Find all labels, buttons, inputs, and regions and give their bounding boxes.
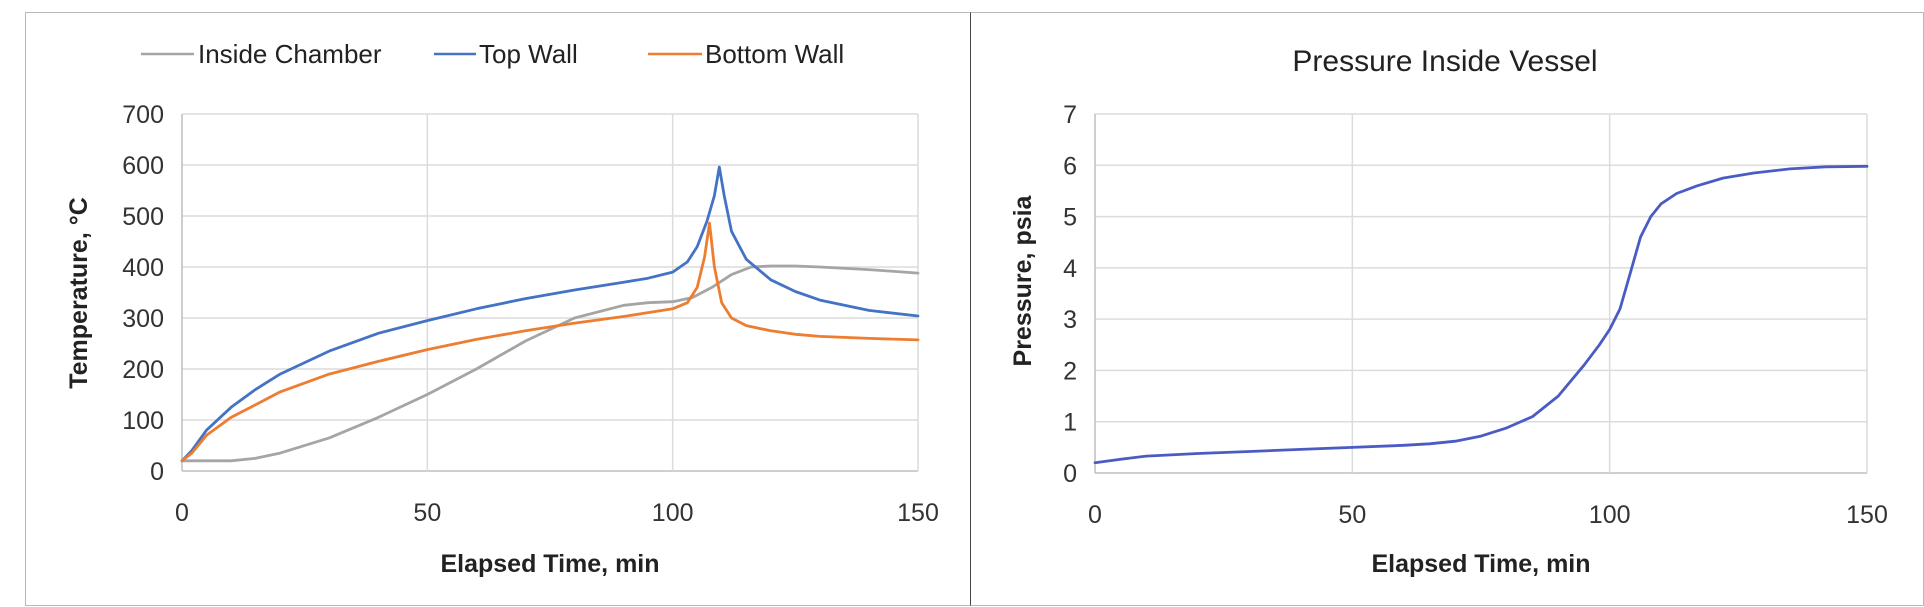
x-tick-label: 50 bbox=[1338, 501, 1366, 529]
temperature-x-ticks: 0 50 100 150 bbox=[175, 499, 939, 527]
temperature-y-axis-title: Temperature, °C bbox=[65, 197, 93, 389]
x-tick-label: 50 bbox=[413, 499, 441, 527]
y-tick-label: 2 bbox=[1063, 357, 1077, 385]
x-tick-label: 100 bbox=[652, 499, 694, 527]
legend-label-inside-chamber: Inside Chamber bbox=[198, 39, 382, 69]
pressure-y-ticks: 0 1 2 3 4 5 6 7 bbox=[1063, 101, 1077, 488]
y-tick-label: 500 bbox=[122, 203, 164, 231]
series-line-bottom-wall bbox=[180, 221, 920, 463]
legend-label-bottom-wall: Bottom Wall bbox=[705, 39, 844, 69]
pressure-chart: Pressure Inside Vessel 0 1 2 3 4 5 6 7 0 50 100 15… bbox=[1009, 45, 1888, 578]
y-tick-label: 4 bbox=[1063, 255, 1077, 283]
pressure-x-ticks: 0 50 100 150 bbox=[1088, 501, 1888, 529]
y-tick-label: 300 bbox=[122, 305, 164, 333]
temperature-series bbox=[180, 165, 920, 463]
series-line-inside-chamber bbox=[180, 264, 920, 463]
y-tick-label: 100 bbox=[122, 407, 164, 435]
y-tick-label: 0 bbox=[1063, 460, 1077, 488]
x-tick-label: 100 bbox=[1589, 501, 1631, 529]
y-tick-label: 700 bbox=[122, 101, 164, 129]
y-tick-label: 3 bbox=[1063, 306, 1077, 334]
temperature-chart: 0 100 200 300 400 500 600 700 0 50 100 150 Inside … bbox=[65, 39, 939, 578]
temperature-gridlines bbox=[181, 113, 919, 472]
x-tick-label: 0 bbox=[1088, 501, 1102, 529]
y-tick-label: 400 bbox=[122, 254, 164, 282]
x-tick-label: 150 bbox=[897, 499, 939, 527]
pressure-chart-title: Pressure Inside Vessel bbox=[1292, 45, 1597, 78]
legend-label-top-wall: Top Wall bbox=[479, 39, 578, 69]
temperature-y-ticks: 0 100 200 300 400 500 600 700 bbox=[122, 101, 164, 486]
pressure-series bbox=[1093, 164, 1869, 465]
y-tick-label: 7 bbox=[1063, 101, 1077, 129]
series-line-top-wall bbox=[180, 165, 920, 463]
temperature-legend: Inside Chamber Top Wall Bottom Wall bbox=[141, 39, 844, 69]
y-tick-label: 600 bbox=[122, 152, 164, 180]
pressure-chart-panel: Pressure Inside Vessel 0 1 2 3 4 5 6 7 0 50 100 15… bbox=[970, 12, 1924, 606]
y-tick-label: 6 bbox=[1063, 152, 1077, 180]
x-tick-label: 0 bbox=[175, 499, 189, 527]
temperature-chart-panel: 0 100 200 300 400 500 600 700 0 50 100 150 Inside … bbox=[25, 12, 970, 606]
x-tick-label: 150 bbox=[1846, 501, 1888, 529]
pressure-gridlines bbox=[1094, 113, 1868, 474]
pressure-x-axis-title: Elapsed Time, min bbox=[1371, 550, 1590, 578]
pressure-y-axis-title: Pressure, psia bbox=[1009, 194, 1037, 366]
y-tick-label: 0 bbox=[150, 458, 164, 486]
temperature-x-axis-title: Elapsed Time, min bbox=[440, 550, 659, 578]
y-tick-label: 5 bbox=[1063, 204, 1077, 232]
series-line-pressure bbox=[1093, 164, 1869, 465]
y-tick-label: 1 bbox=[1063, 409, 1077, 437]
y-tick-label: 200 bbox=[122, 356, 164, 384]
